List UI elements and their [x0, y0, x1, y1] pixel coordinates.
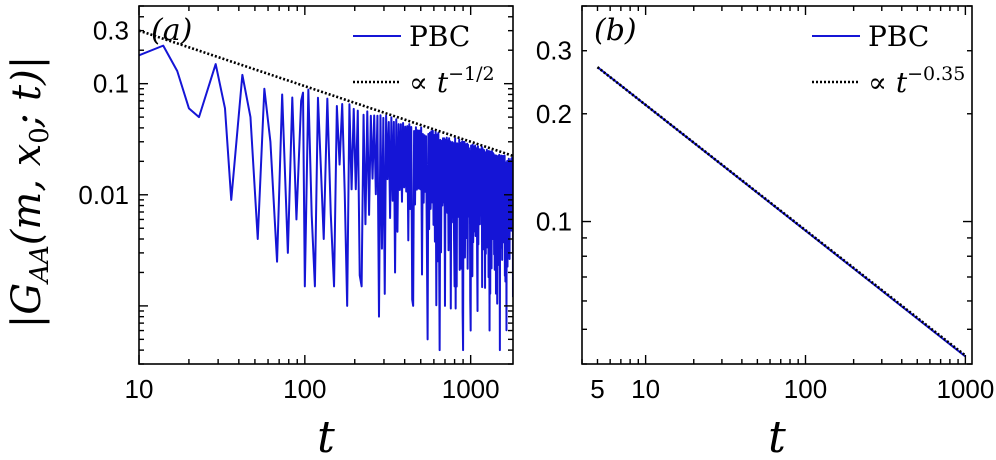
ylabel-bar-right: | — [4, 56, 50, 69]
y-tick-label: 0.1 — [536, 207, 572, 237]
ylabel-g: G — [4, 283, 50, 315]
plot-area — [596, 66, 967, 358]
x-tick-label: 100 — [784, 374, 827, 404]
y-tick-label: 0.2 — [536, 99, 572, 129]
axes-box — [581, 5, 973, 365]
x-tick-label: 1000 — [936, 374, 994, 404]
x-axis-title: t — [317, 412, 335, 460]
series-line-power-law-fit — [596, 66, 967, 357]
panel-b: 5 10 100 1000 0.3 0.2 0.1 t (b) PBC ∝ t−0.35 — [536, 5, 994, 460]
y-tick-label: 0.01 — [78, 180, 129, 210]
x-tick-label: 10 — [125, 374, 154, 404]
legend-label: PBC — [868, 20, 929, 53]
legend-label-exponent: −1/2 — [448, 63, 495, 85]
ylabel-rest: ; t) — [4, 69, 50, 128]
series-line-pbc — [139, 44, 513, 352]
panel-label: (b) — [594, 13, 637, 48]
plot-area — [139, 29, 513, 352]
y-axis-label: |GAA(m, x0; t)| — [4, 56, 55, 328]
legend-label-prefix: ∝ t — [409, 66, 449, 99]
y-tick-label: 0.1 — [93, 69, 129, 99]
panel-a: 10 100 1000 0.3 0.1 0.01 t (a) PBC ∝ t−1/2 — [78, 5, 514, 460]
ylabel-sub-0: 0 — [25, 127, 55, 144]
y-axis-label-text: |GAA(m, x0; t)| — [4, 56, 55, 328]
panel-label: (a) — [151, 13, 192, 48]
x-tick-label: 5 — [590, 374, 604, 404]
y-tick-label: 0.3 — [93, 16, 129, 46]
x-tick-label: 1000 — [442, 374, 500, 404]
axes-box — [138, 5, 514, 365]
ylabel-args: (m, x — [4, 144, 50, 246]
ylabel-sub-aa: AA — [25, 245, 55, 285]
x-tick-label: 100 — [283, 374, 326, 404]
legend-label: ∝ t−1/2 — [409, 63, 495, 99]
legend-label: PBC — [409, 20, 470, 53]
y-tick-label: 0.3 — [536, 36, 572, 66]
x-axis-title: t — [768, 412, 786, 460]
ylabel-bar-left: | — [4, 315, 50, 328]
legend-label-prefix: ∝ t — [868, 66, 908, 99]
x-tick-label: 10 — [631, 374, 660, 404]
legend-label-exponent: −0.35 — [907, 63, 965, 85]
legend-label: ∝ t−0.35 — [868, 63, 965, 99]
series-line-power-law-fit — [139, 29, 513, 158]
